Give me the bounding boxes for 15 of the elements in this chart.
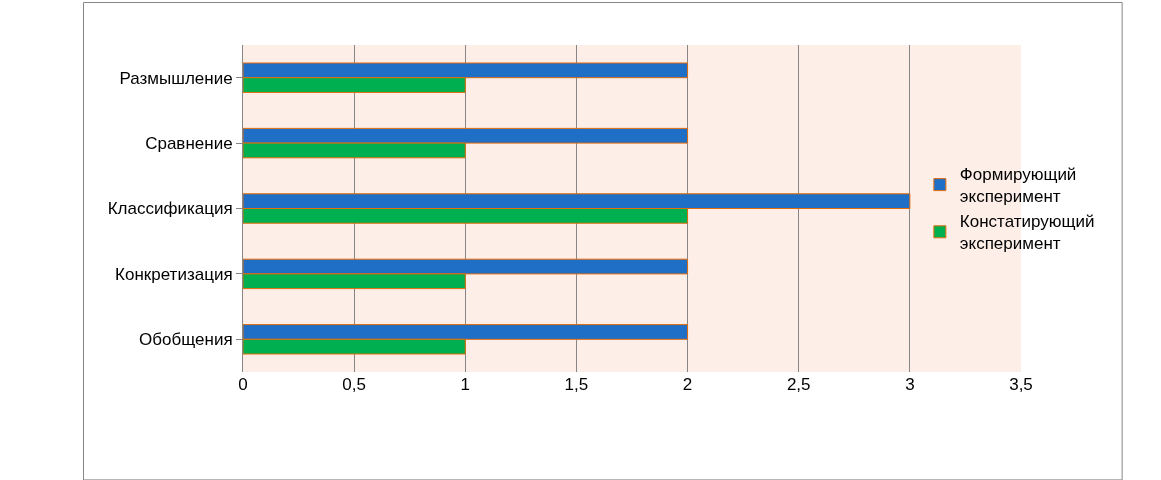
x-tick-label: 3 — [905, 375, 915, 394]
x-tick-label: 2,5 — [786, 375, 811, 394]
x-tick-label: 3,5 — [1009, 375, 1033, 394]
y-tick-label: Конкретизация — [115, 264, 233, 284]
legend-label: Формирующий эксперимент — [959, 165, 1077, 207]
legend-label: Констатирующий эксперимент — [959, 212, 1095, 254]
x-tick-label: 1 — [460, 375, 471, 394]
y-tick-label: Размышление — [119, 68, 233, 88]
x-tick-label: 0,5 — [342, 375, 366, 394]
x-tick-label: 1,5 — [564, 375, 589, 394]
x-tick-label: 0 — [238, 375, 248, 394]
x-tick-label: 2 — [682, 375, 693, 394]
y-tick-label: Классификация — [107, 199, 233, 219]
y-tick-label: Обобщения — [139, 330, 233, 350]
y-tick-label: Сравнение — [145, 134, 233, 154]
